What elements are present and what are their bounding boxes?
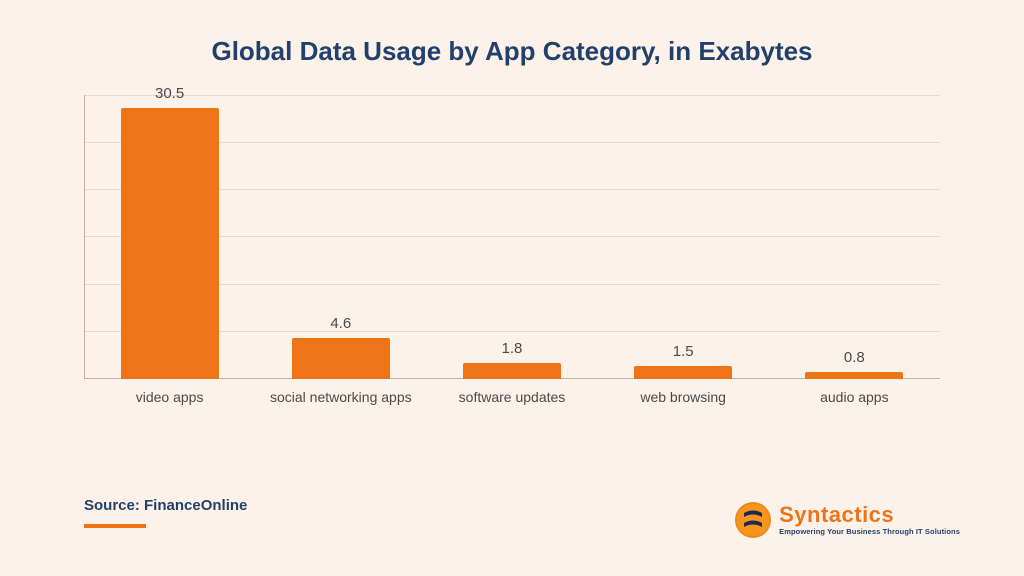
bar-group: 30.5video apps <box>84 95 255 415</box>
bar-value-label: 1.5 <box>598 343 769 360</box>
brand-logo: Syntactics Empowering Your Business Thro… <box>735 502 960 538</box>
bar <box>634 366 732 379</box>
chart-plot-area: 30.5video apps4.6social networking apps1… <box>84 95 940 415</box>
chart-title: Global Data Usage by App Category, in Ex… <box>64 36 960 67</box>
bar <box>463 363 561 379</box>
bar-category-label: audio apps <box>752 389 957 405</box>
bar-value-label: 4.6 <box>255 315 426 332</box>
logo-name: Syntactics <box>779 504 960 526</box>
bar-value-label: 0.8 <box>769 349 940 366</box>
bars-container: 30.5video apps4.6social networking apps1… <box>84 95 940 415</box>
bar <box>121 108 219 379</box>
bar <box>292 338 390 379</box>
bar-value-label: 1.8 <box>426 340 597 357</box>
bar-group: 1.5web browsing <box>598 95 769 415</box>
bar-group: 4.6social networking apps <box>255 95 426 415</box>
logo-tagline: Empowering Your Business Through IT Solu… <box>779 528 960 536</box>
legend-swatch <box>84 524 146 528</box>
source-label: Source: FinanceOnline <box>84 497 247 514</box>
footer: Source: FinanceOnline <box>84 497 247 528</box>
bar-value-label: 30.5 <box>84 85 255 102</box>
chart-canvas: Global Data Usage by App Category, in Ex… <box>0 0 1024 576</box>
logo-text: Syntactics Empowering Your Business Thro… <box>779 504 960 536</box>
bar-group: 1.8software updates <box>426 95 597 415</box>
bar <box>805 372 903 379</box>
bar-group: 0.8audio apps <box>769 95 940 415</box>
logo-mark-icon <box>735 502 771 538</box>
